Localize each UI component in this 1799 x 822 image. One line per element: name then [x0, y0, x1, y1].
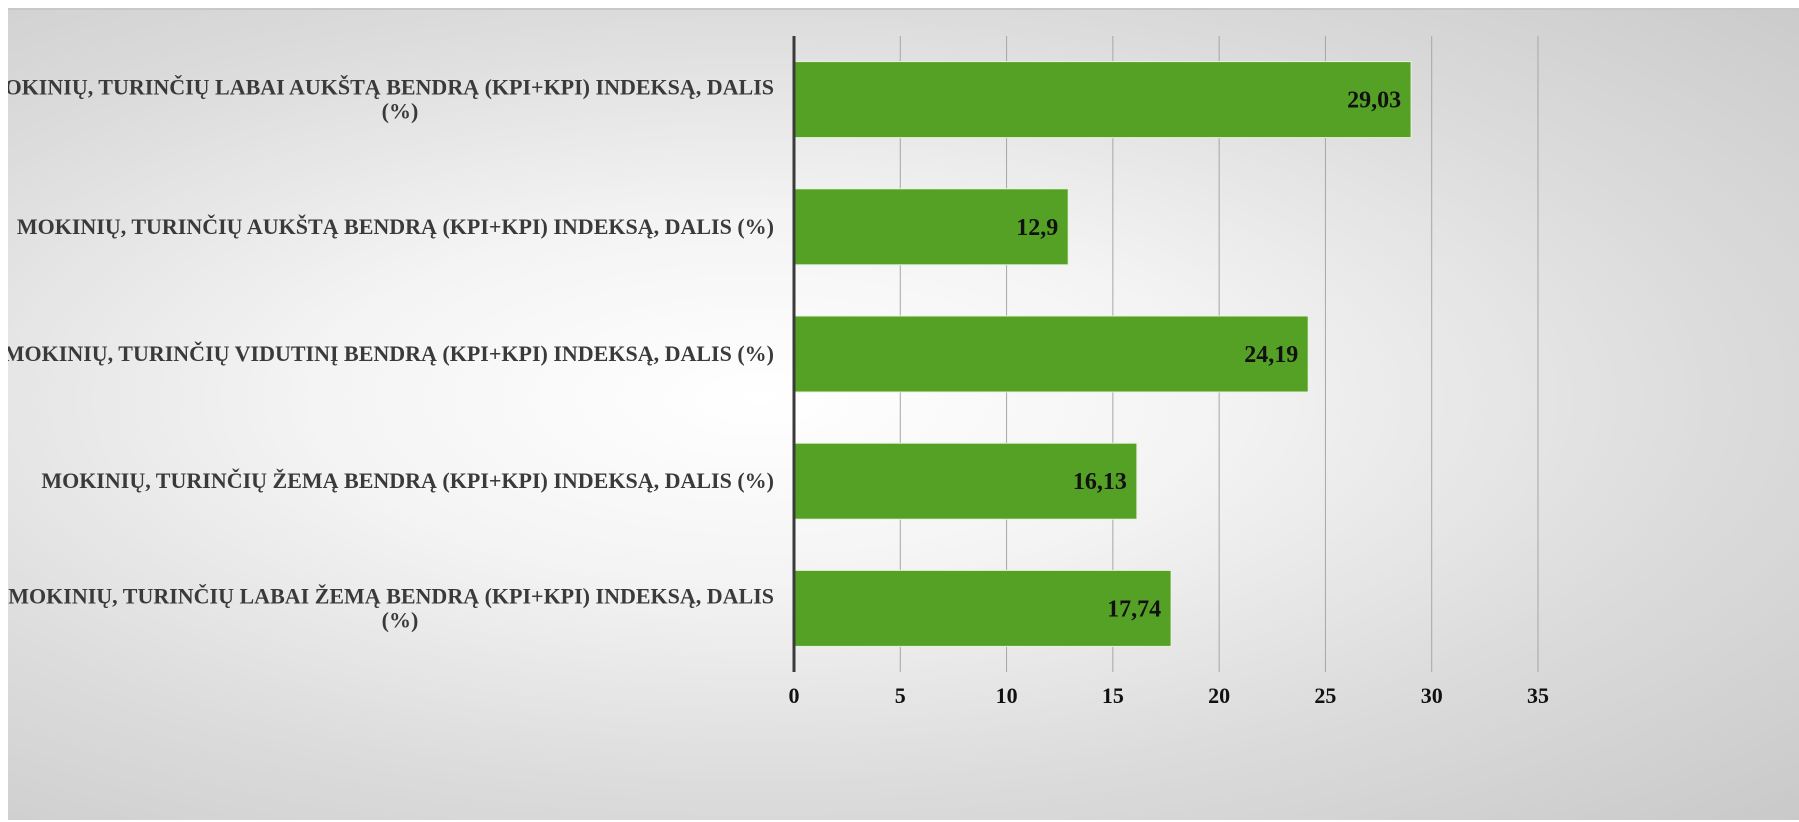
- category-label-5: MOKINIŲ, TURINČIŲ LABAI ŽEMĄ BENDRĄ (KPI…: [8, 583, 774, 632]
- bar-4: [793, 442, 1138, 520]
- category-label-line: MOKINIŲ, TURINČIŲ VIDUTINĮ BENDRĄ (KPI+K…: [8, 341, 774, 366]
- category-label-1: MOKINIŲ, TURINČIŲ LABAI AUKŠTĄ BENDRĄ (K…: [8, 75, 774, 124]
- category-label-line: (%): [382, 99, 419, 124]
- data-label-1: 29,03: [1347, 88, 1401, 114]
- data-label-2: 12,9: [1016, 215, 1058, 241]
- x-tick-label-30: 30: [1421, 683, 1443, 708]
- x-tick-label-35: 35: [1527, 683, 1549, 708]
- category-label-line: MOKINIŲ, TURINČIŲ LABAI ŽEMĄ BENDRĄ (KPI…: [8, 583, 774, 608]
- bar-5: [793, 569, 1172, 647]
- category-label-4: MOKINIŲ, TURINČIŲ ŽEMĄ BENDRĄ (KPI+KPI) …: [41, 468, 774, 493]
- bar-1: [793, 61, 1412, 139]
- category-label-line: MOKINIŲ, TURINČIŲ AUKŠTĄ BENDRĄ (KPI+KPI…: [17, 214, 774, 239]
- category-label-3: MOKINIŲ, TURINČIŲ VIDUTINĮ BENDRĄ (KPI+K…: [8, 341, 774, 366]
- category-label-line: MOKINIŲ, TURINČIŲ LABAI AUKŠTĄ BENDRĄ (K…: [8, 75, 774, 100]
- data-label-3: 24,19: [1244, 342, 1298, 368]
- bar-chart: 29,03 MOKINIŲ, TURINČIŲ LABAI AUKŠTĄ BEND…: [8, 36, 1549, 708]
- category-label-line: MOKINIŲ, TURINČIŲ ŽEMĄ BENDRĄ (KPI+KPI) …: [41, 468, 774, 493]
- x-tick-label-10: 10: [996, 683, 1018, 708]
- category-label-2: MOKINIŲ, TURINČIŲ AUKŠTĄ BENDRĄ (KPI+KPI…: [17, 214, 774, 239]
- x-tick-label-5: 5: [895, 683, 906, 708]
- x-tick-label-25: 25: [1314, 683, 1336, 708]
- x-tick-label-15: 15: [1102, 683, 1124, 708]
- chart-area: 29,03 MOKINIŲ, TURINČIŲ LABAI AUKŠTĄ BEND…: [8, 8, 1799, 820]
- category-label-line: (%): [382, 607, 419, 632]
- data-label-5: 17,74: [1107, 596, 1161, 622]
- data-label-4: 16,13: [1073, 469, 1127, 495]
- x-tick-label-0: 0: [789, 683, 800, 708]
- bar-3: [793, 315, 1309, 393]
- x-tick-label-20: 20: [1208, 683, 1230, 708]
